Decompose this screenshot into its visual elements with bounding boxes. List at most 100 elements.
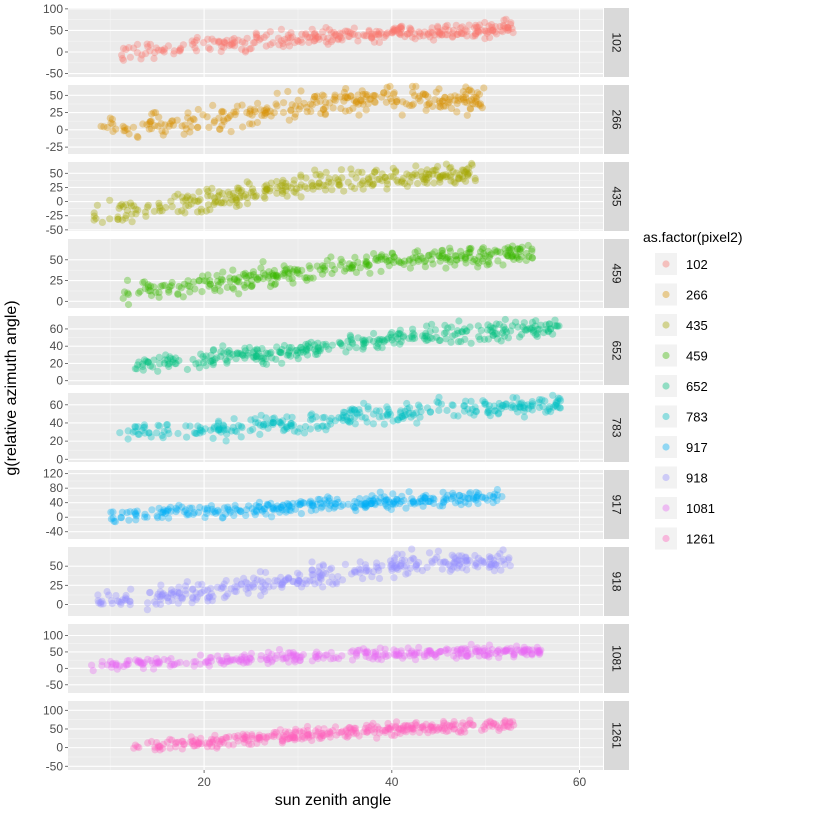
data-point [441,321,449,329]
data-point [448,401,456,409]
data-point [528,650,536,658]
data-point [513,245,522,253]
data-point [442,160,450,168]
data-point [285,116,293,124]
data-point [411,334,419,342]
legend-label: 435 [686,318,708,333]
data-point [461,335,469,343]
data-point [268,270,276,278]
data-point [331,417,339,425]
data-point [397,23,405,31]
data-point [301,422,310,431]
data-point [140,424,148,432]
data-point [465,490,473,498]
data-point [342,727,350,736]
data-point [520,401,529,409]
data-point [479,397,487,405]
data-point [390,574,398,582]
data-point [438,247,446,255]
data-point [441,173,449,181]
data-point [416,252,424,260]
data-point [249,349,257,357]
data-point [148,506,156,514]
data-point [322,340,330,348]
data-point [238,424,246,432]
data-point [458,172,467,180]
data-point [125,44,133,52]
data-point [328,341,336,349]
data-point [179,41,187,49]
data-point [241,48,250,56]
data-point [210,117,219,125]
data-point [465,495,473,503]
data-point [116,429,124,437]
data-point [450,492,458,500]
data-point [300,429,309,437]
data-point [397,407,405,415]
data-point [514,408,522,416]
data-point [501,245,509,253]
data-point [132,509,140,518]
data-point [165,288,173,296]
data-point [319,264,327,272]
data-point [297,36,305,44]
data-point [205,123,213,131]
data-point [357,96,365,104]
data-point [271,280,280,288]
data-point [490,493,498,501]
data-point [189,40,197,49]
data-point [215,37,223,45]
data-point [146,362,154,370]
data-point [347,333,355,341]
data-point [153,429,161,437]
data-point [298,30,306,38]
y-tick-label: 20 [50,356,64,370]
data-point [380,493,388,501]
data-point [375,38,383,47]
data-point [202,739,210,747]
data-point [398,412,406,420]
data-point [504,251,512,259]
data-point [245,740,253,748]
y-tick-label: 25 [50,274,64,288]
data-point [553,322,561,330]
data-point [477,26,485,34]
data-point [327,38,335,46]
data-point [397,28,405,37]
data-point [261,183,269,191]
data-point [326,501,334,509]
data-point [383,177,391,185]
data-point [472,21,480,29]
data-point [437,400,445,408]
data-point [249,188,257,196]
data-point [396,326,404,334]
data-point [426,327,434,336]
data-point [216,125,224,133]
data-point [387,563,395,571]
data-point [123,125,131,133]
data-point [407,413,415,421]
data-point [436,29,444,38]
data-point [460,402,469,410]
data-point [321,263,329,271]
data-point [98,218,106,226]
data-point [441,25,449,33]
data-point [267,419,275,427]
data-point [171,192,179,201]
data-point [409,409,417,418]
data-point [231,194,239,202]
data-point [472,97,480,105]
data-point [262,349,270,357]
data-point [195,364,204,372]
data-point [106,196,114,204]
data-point [245,180,253,188]
data-point [252,355,260,363]
data-point [480,558,489,566]
data-point [501,325,509,333]
data-point [374,344,382,352]
data-point [556,395,564,403]
data-point [137,659,145,668]
data-point [234,422,243,430]
data-point [387,505,395,514]
